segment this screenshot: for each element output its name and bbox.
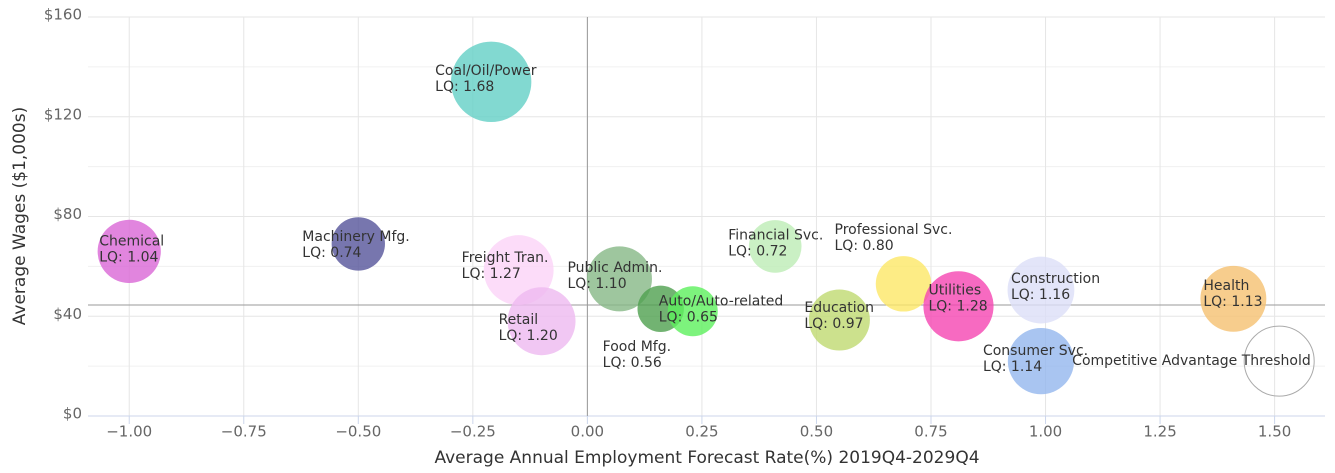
bubble-name: Public Admin. [567,260,662,276]
bubble [1007,256,1075,324]
bubble [483,235,554,306]
bubble-name: Retail [499,312,539,328]
bubble-size-label: LQ: 1.20 [499,328,558,344]
x-tick-label: 1.25 [1143,423,1176,441]
threshold-label: Competitive Advantage Threshold [1072,353,1311,369]
x-tick-label: 0.75 [914,423,947,441]
bubble-size-label: LQ: 1.10 [567,276,626,292]
bubble-size-label: LQ: 0.80 [835,238,894,254]
bubble-name: Coal/Oil/Power [435,63,537,79]
bubble-name: Consumer Svc. [983,343,1088,359]
x-tick-label: 1.50 [1258,423,1291,441]
y-axis-title: Average Wages ($1,000s) [10,107,30,325]
bubble-size-label: LQ: 0.97 [804,316,863,332]
bubble-size-label: LQ: 1.14 [983,359,1042,375]
bubble-size-label: LQ: 0.74 [302,245,361,261]
x-tick-label: −0.75 [221,423,267,441]
bubble [923,271,994,342]
bubble-name: Education [804,300,874,316]
x-tick-label: 1.00 [1029,423,1062,441]
bubble-name: Utilities [928,282,981,298]
bubble [586,246,652,312]
bubble-size-label: LQ: 1.13 [1203,294,1262,310]
bubble-name: Financial Svc. [728,227,823,243]
bubble [450,41,532,123]
threshold-marker [1243,325,1315,397]
bubble-name: Construction [1011,271,1100,287]
bubble-name: Freight Tran. [462,250,549,266]
bubble-name: Health [1203,278,1249,294]
bubble-size-label: LQ: 0.72 [728,243,787,259]
bubble-size-label: LQ: 1.27 [462,266,521,282]
bubble [1007,328,1075,395]
bubble-name: Machinery Mfg. [302,229,409,245]
x-tick-label: −0.50 [335,423,381,441]
bubble-name: Professional Svc. [835,222,953,238]
bubble [748,220,802,273]
y-tick-label: $120 [44,105,82,123]
bubble [667,286,718,337]
x-tick-label: −0.25 [450,423,496,441]
x-tick-label: −1.00 [106,423,152,441]
bubble [507,287,576,356]
bubble-name: Chemical [99,233,164,249]
bubble-size-label: LQ: 1.04 [99,249,158,265]
bubble [1200,265,1267,332]
bubble [808,289,870,351]
bubble [97,219,161,284]
y-tick-label: $80 [53,205,82,223]
bubble-size-label: LQ: 1.16 [1011,287,1070,303]
bubble [875,256,932,312]
x-tick-label: 0.25 [685,423,718,441]
bubble-size-label: LQ: 0.65 [659,309,718,325]
bubble-size-label: LQ: 1.28 [928,298,987,314]
y-tick-label: $40 [53,305,82,323]
bubble-name: Food Mfg. [603,339,671,355]
x-tick-label: 0.00 [571,423,604,441]
bubble [331,217,385,271]
bubble-size-label: LQ: 1.68 [435,79,494,95]
y-tick-label: $160 [44,6,82,24]
x-axis-title: Average Annual Employment Forecast Rate(… [434,448,979,468]
y-tick-label: $0 [63,405,82,423]
bubble-name: Auto/Auto-related [659,293,784,309]
x-tick-label: 0.50 [800,423,833,441]
bubble-size-label: LQ: 0.56 [603,355,662,371]
